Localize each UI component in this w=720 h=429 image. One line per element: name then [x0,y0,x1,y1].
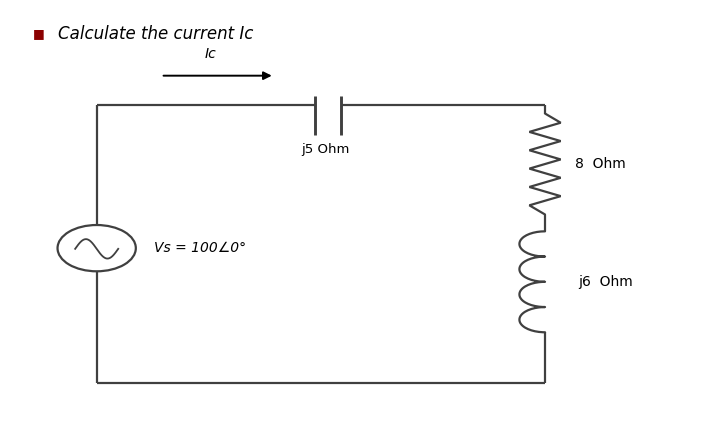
Text: Calculate the current Ic: Calculate the current Ic [58,24,253,42]
Text: j5 Ohm: j5 Ohm [301,143,349,156]
Text: Ic: Ic [204,47,217,61]
Text: j6  Ohm: j6 Ohm [577,275,633,289]
Text: ■: ■ [32,27,45,40]
Text: Vs = 100∠0°: Vs = 100∠0° [153,241,246,255]
Circle shape [58,225,136,271]
Text: 8  Ohm: 8 Ohm [575,157,626,171]
